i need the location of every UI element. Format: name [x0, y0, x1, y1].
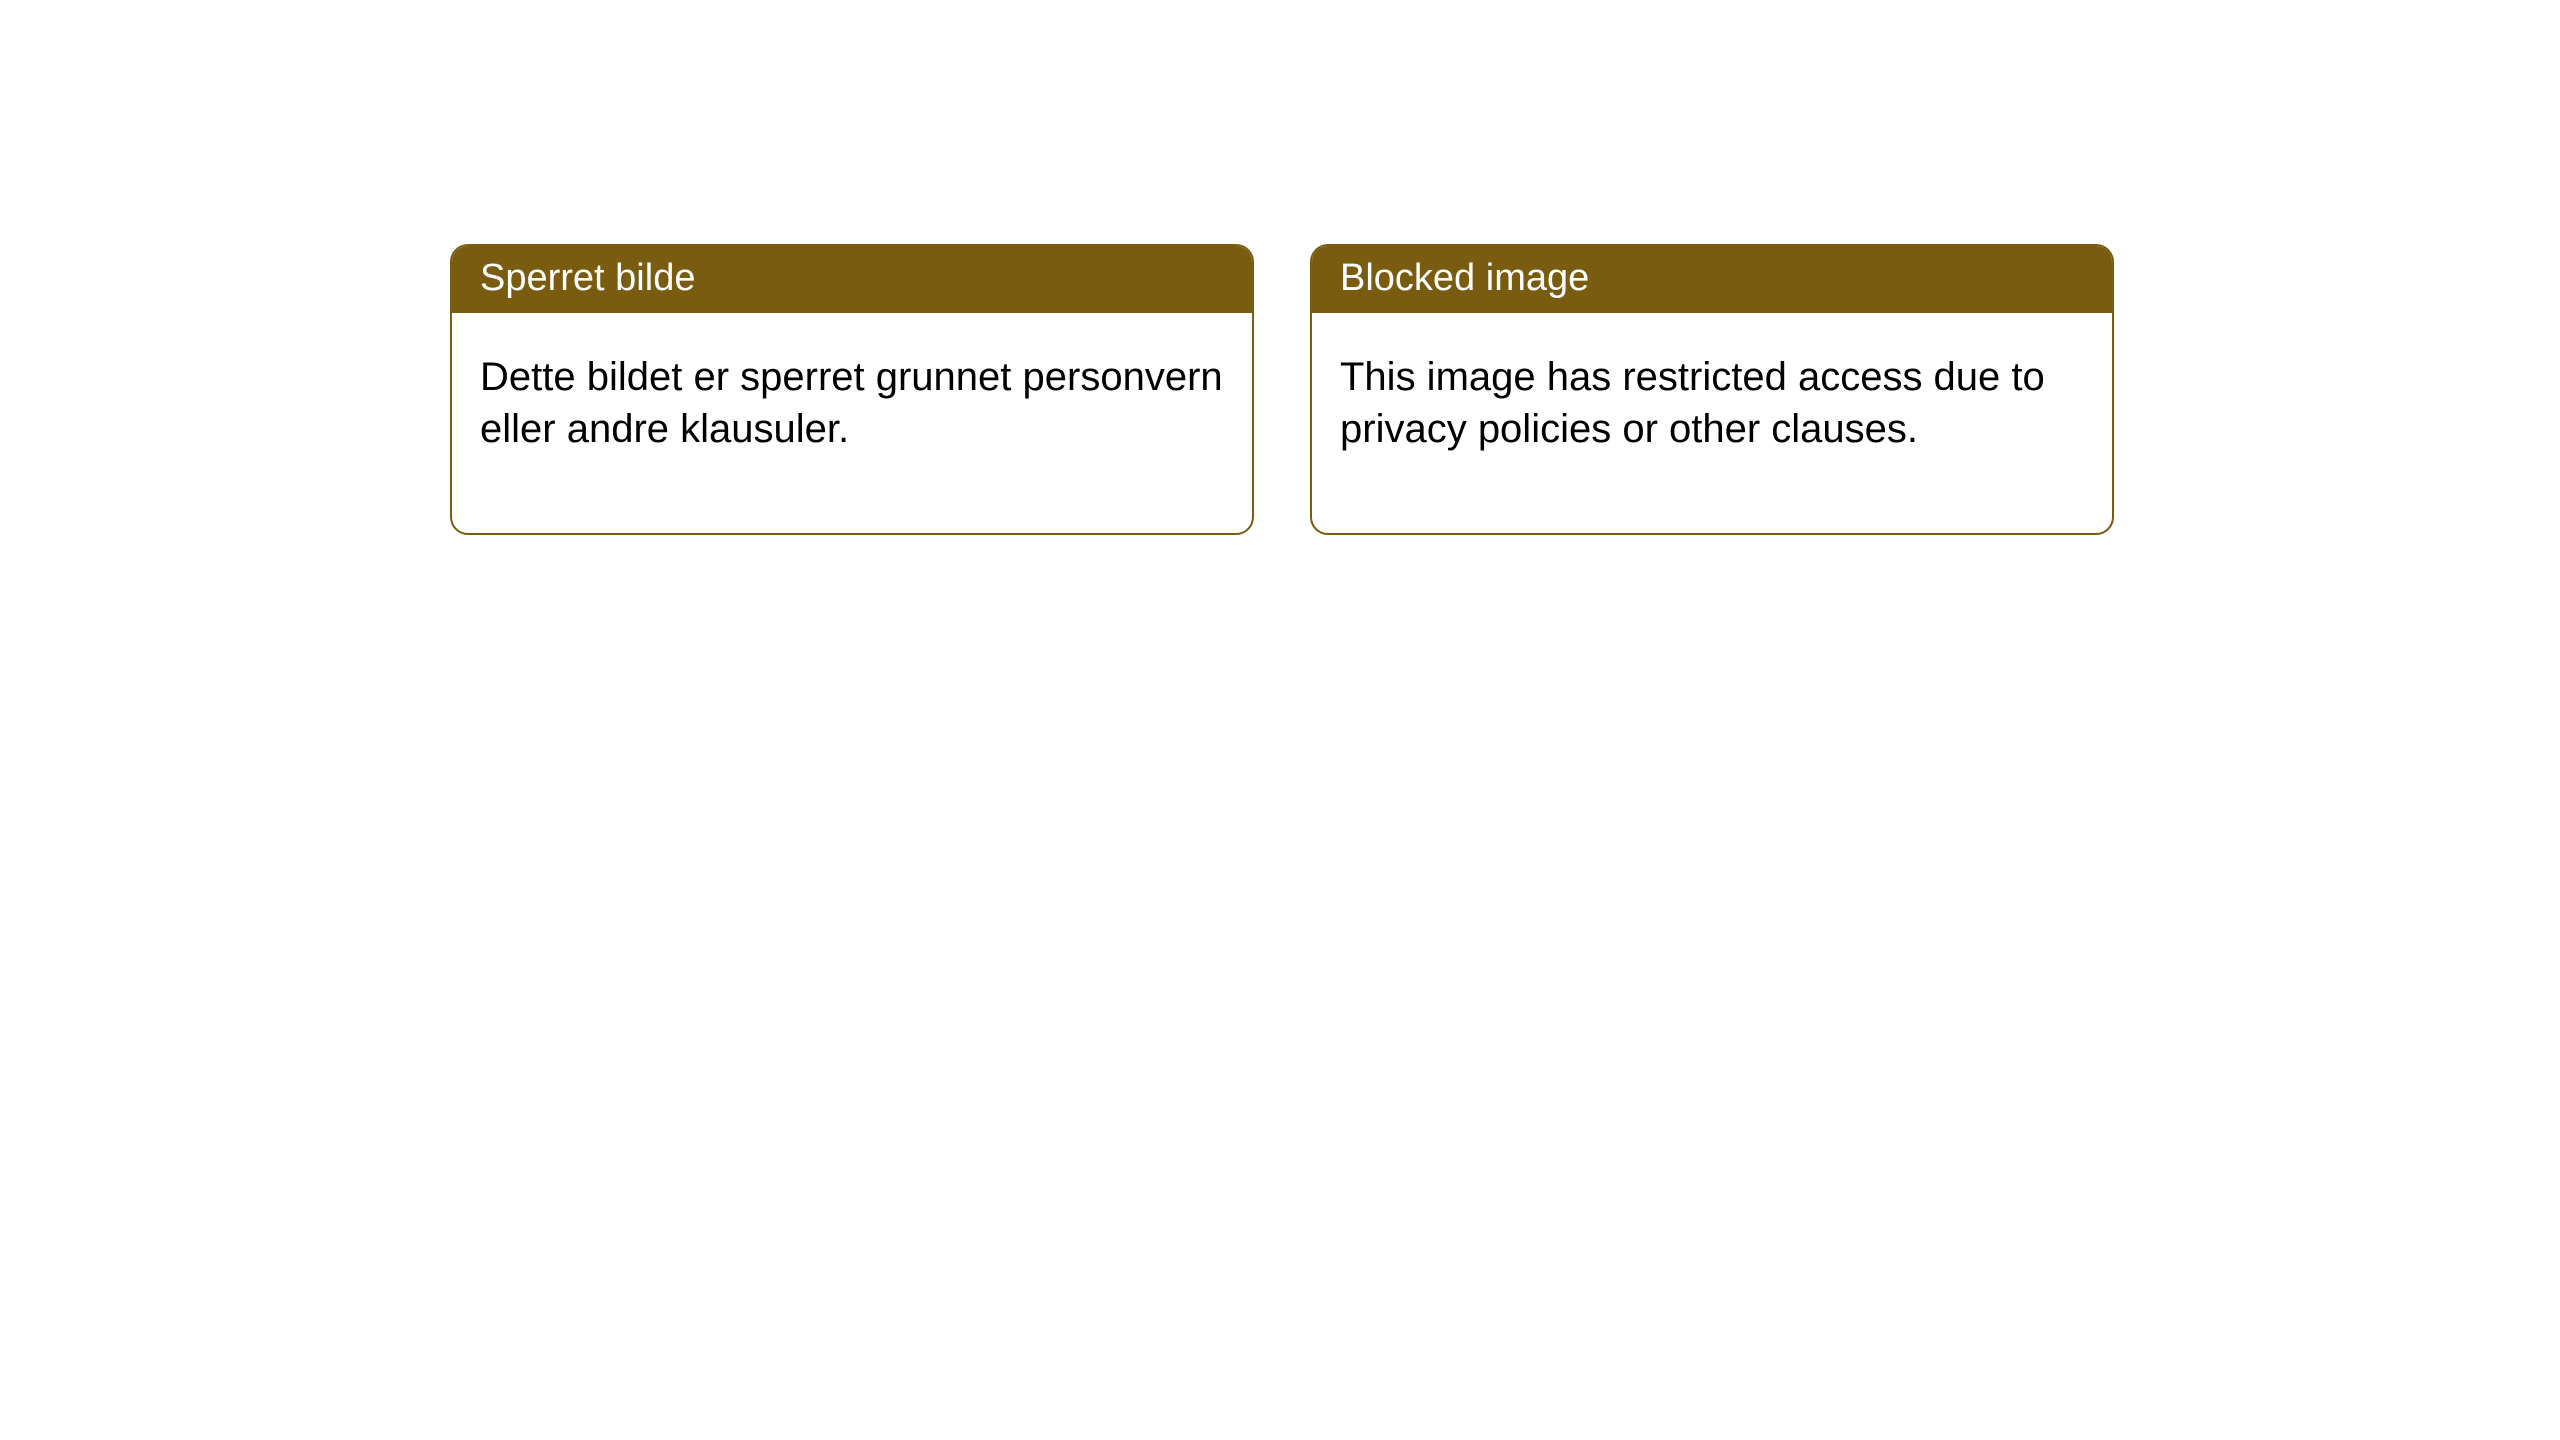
notice-body: Dette bildet er sperret grunnet personve…	[452, 313, 1252, 533]
notice-card-english: Blocked image This image has restricted …	[1310, 244, 2114, 535]
notices-container: Sperret bilde Dette bildet er sperret gr…	[0, 0, 2560, 535]
notice-header: Sperret bilde	[452, 246, 1252, 313]
notice-card-norwegian: Sperret bilde Dette bildet er sperret gr…	[450, 244, 1254, 535]
notice-header: Blocked image	[1312, 246, 2112, 313]
notice-body: This image has restricted access due to …	[1312, 313, 2112, 533]
